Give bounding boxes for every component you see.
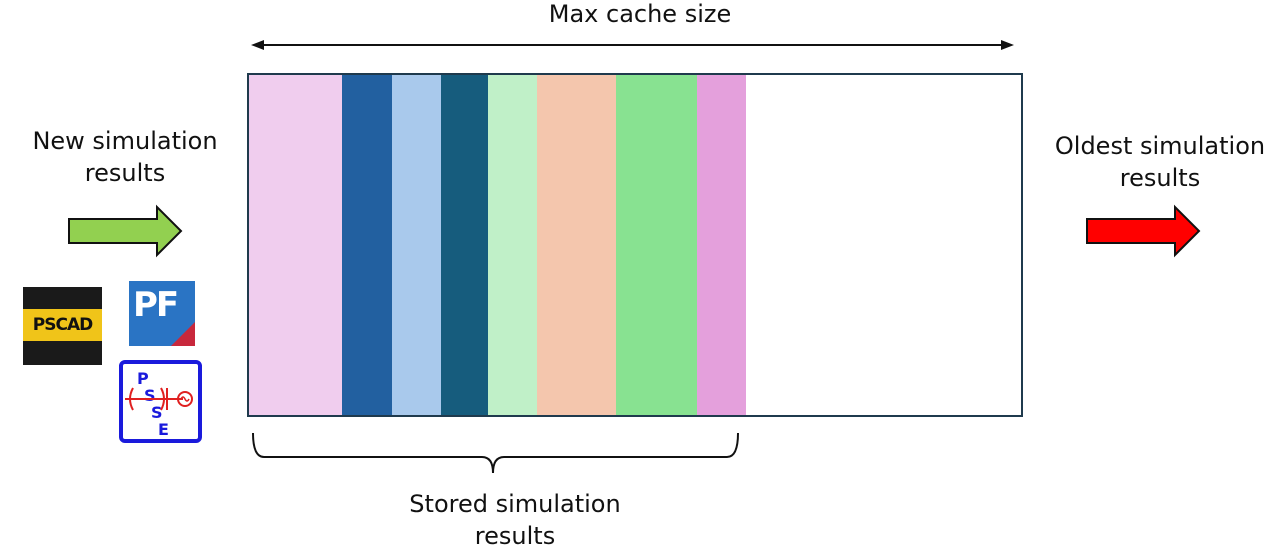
max-size-arrow: [251, 40, 1014, 50]
oldest-results-line-1: Oldest simulation: [1054, 132, 1266, 160]
cache-slot-8: [697, 75, 747, 415]
cache-slot-2: [342, 75, 392, 415]
psse-logo-graphic: P S S E: [125, 369, 193, 439]
stored-results-label: Stored simulation results: [360, 488, 670, 552]
new-results-line-2: results: [84, 159, 166, 187]
powerfactory-logo: PF: [129, 281, 195, 346]
outgoing-arrow-icon: [1086, 204, 1201, 258]
cache-slot-4: [441, 75, 489, 415]
stored-results-brace: [252, 432, 739, 474]
oldest-results-label: Oldest simulation results: [1040, 130, 1280, 194]
cache-slot-7: [616, 75, 698, 415]
cache-slot-6: [536, 75, 617, 415]
psse-logo: P S S E: [119, 360, 202, 443]
stored-results-line-1: Stored simulation: [409, 490, 621, 518]
max-cache-size-label: Max cache size: [548, 0, 732, 28]
incoming-arrow-icon: [68, 204, 183, 258]
new-results-line-1: New simulation: [32, 127, 218, 155]
psse-letter-p: P: [137, 369, 149, 388]
stored-results-line-2: results: [474, 522, 556, 550]
cache-slot-5: [488, 75, 537, 415]
cache-box: [247, 73, 1023, 417]
pscad-logo: PSCAD: [23, 287, 102, 365]
psse-letter-s2: S: [151, 403, 163, 422]
psse-letter-s1: S: [144, 386, 156, 405]
powerfactory-logo-text: PF: [133, 285, 179, 325]
pscad-logo-text: PSCAD: [32, 315, 93, 335]
psse-letter-e: E: [158, 420, 169, 439]
cache-slot-3: [391, 75, 442, 415]
new-results-label: New simulation results: [20, 125, 230, 189]
oldest-results-line-2: results: [1119, 164, 1201, 192]
cache-slot-1: [249, 75, 343, 415]
